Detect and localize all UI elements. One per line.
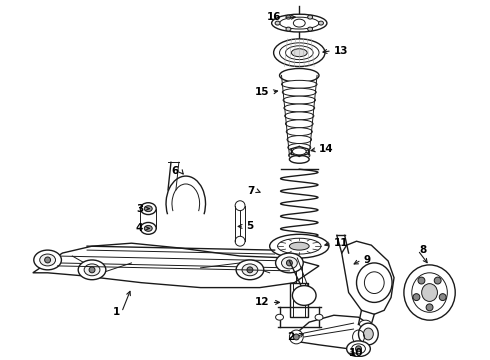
Ellipse shape <box>270 234 329 258</box>
Ellipse shape <box>286 128 312 136</box>
Ellipse shape <box>422 284 438 301</box>
Ellipse shape <box>145 225 152 231</box>
Ellipse shape <box>288 144 311 152</box>
Text: 14: 14 <box>319 144 334 154</box>
Ellipse shape <box>140 222 156 234</box>
Text: 15: 15 <box>255 87 270 97</box>
Ellipse shape <box>286 27 291 31</box>
Text: 12: 12 <box>255 297 270 307</box>
Ellipse shape <box>290 156 309 163</box>
Ellipse shape <box>40 254 55 266</box>
Ellipse shape <box>292 49 307 57</box>
Ellipse shape <box>434 277 441 284</box>
Ellipse shape <box>289 152 310 159</box>
Ellipse shape <box>282 88 316 96</box>
Ellipse shape <box>242 264 258 276</box>
Polygon shape <box>294 315 373 349</box>
Text: 2: 2 <box>287 332 294 342</box>
Text: 6: 6 <box>172 166 179 176</box>
Ellipse shape <box>359 323 378 345</box>
Ellipse shape <box>287 260 293 266</box>
Ellipse shape <box>284 104 315 112</box>
Ellipse shape <box>294 19 305 27</box>
Ellipse shape <box>89 267 95 273</box>
Ellipse shape <box>236 260 264 280</box>
Ellipse shape <box>279 68 319 82</box>
Ellipse shape <box>439 294 446 301</box>
Ellipse shape <box>426 304 433 311</box>
Text: 5: 5 <box>246 221 253 231</box>
Ellipse shape <box>290 330 303 344</box>
Ellipse shape <box>235 236 245 246</box>
Text: 10: 10 <box>348 348 363 358</box>
Text: 9: 9 <box>364 255 370 265</box>
Ellipse shape <box>283 96 316 104</box>
Ellipse shape <box>418 277 425 284</box>
Ellipse shape <box>273 39 325 67</box>
Ellipse shape <box>413 294 420 301</box>
Ellipse shape <box>277 238 321 254</box>
Ellipse shape <box>287 136 312 144</box>
Ellipse shape <box>45 257 50 263</box>
Ellipse shape <box>290 242 309 250</box>
Ellipse shape <box>275 21 280 25</box>
Polygon shape <box>33 243 319 288</box>
Text: 11: 11 <box>334 238 348 248</box>
Ellipse shape <box>235 201 245 211</box>
Ellipse shape <box>294 334 299 340</box>
Ellipse shape <box>356 346 362 352</box>
Ellipse shape <box>318 21 323 25</box>
Ellipse shape <box>285 112 314 120</box>
Text: 3: 3 <box>136 204 144 213</box>
Text: 4: 4 <box>136 224 144 233</box>
Ellipse shape <box>293 148 306 155</box>
Ellipse shape <box>282 80 317 88</box>
Ellipse shape <box>293 285 316 305</box>
Ellipse shape <box>279 43 319 63</box>
Ellipse shape <box>271 14 327 32</box>
Ellipse shape <box>247 267 253 273</box>
Ellipse shape <box>404 265 455 320</box>
Ellipse shape <box>84 264 100 276</box>
Text: 13: 13 <box>334 46 348 56</box>
Ellipse shape <box>360 320 371 328</box>
Ellipse shape <box>286 120 313 128</box>
Ellipse shape <box>140 203 156 215</box>
Ellipse shape <box>275 314 284 320</box>
Ellipse shape <box>308 27 313 31</box>
Ellipse shape <box>275 253 303 273</box>
Ellipse shape <box>78 260 106 280</box>
Ellipse shape <box>352 344 366 354</box>
Ellipse shape <box>34 250 61 270</box>
Ellipse shape <box>365 272 384 293</box>
Ellipse shape <box>346 341 370 357</box>
Text: 8: 8 <box>420 245 427 255</box>
Ellipse shape <box>364 328 373 340</box>
Text: 16: 16 <box>267 12 282 22</box>
Text: 1: 1 <box>112 307 120 317</box>
Ellipse shape <box>286 15 291 19</box>
Ellipse shape <box>145 206 152 212</box>
Ellipse shape <box>357 263 392 302</box>
Ellipse shape <box>315 314 323 320</box>
Polygon shape <box>342 241 394 314</box>
Polygon shape <box>291 283 308 317</box>
Ellipse shape <box>282 257 297 269</box>
Ellipse shape <box>308 15 313 19</box>
Ellipse shape <box>279 17 319 29</box>
Text: 7: 7 <box>247 186 255 196</box>
